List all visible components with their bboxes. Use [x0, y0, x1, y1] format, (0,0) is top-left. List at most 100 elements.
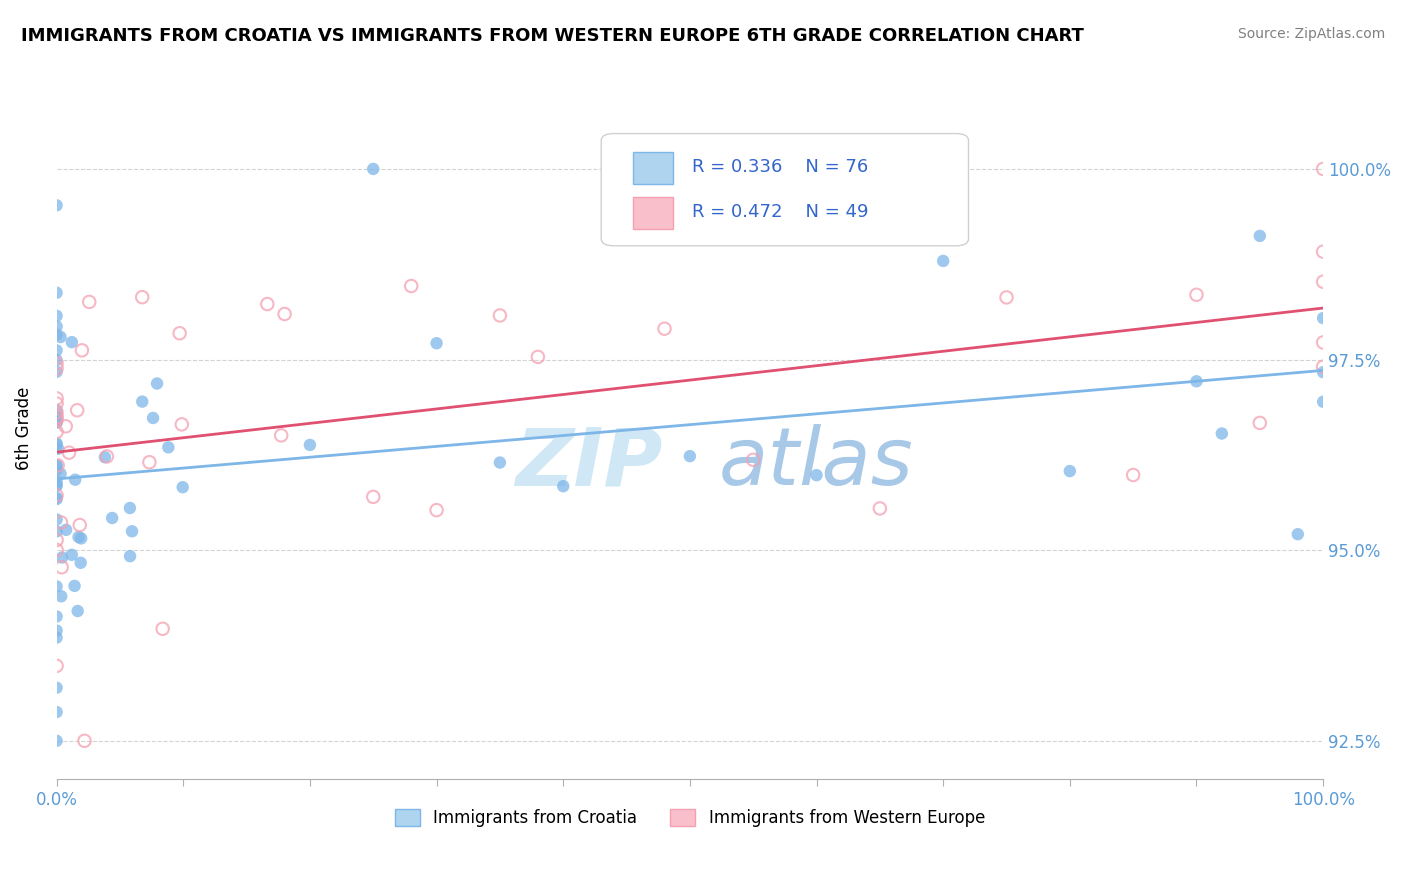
- Point: [426, 336, 449, 351]
- Point: [63, 473, 86, 487]
- Point: [49, 516, 72, 530]
- Point: [94, 450, 117, 465]
- Point: [96, 450, 118, 464]
- Point: [45, 491, 67, 505]
- Point: [131, 394, 153, 409]
- Point: [45, 309, 67, 323]
- Point: [118, 549, 141, 563]
- Point: [70, 532, 93, 546]
- Point: [45, 416, 67, 430]
- Point: [152, 622, 174, 636]
- Point: [45, 425, 67, 439]
- Point: [46, 458, 69, 473]
- Point: [45, 319, 67, 334]
- Point: [45, 198, 67, 212]
- Point: [118, 501, 141, 516]
- Point: [45, 438, 67, 452]
- Point: [399, 279, 422, 293]
- Point: [45, 681, 67, 695]
- Text: R = 0.336    N = 76: R = 0.336 N = 76: [692, 158, 869, 176]
- Point: [45, 285, 67, 300]
- Point: [45, 365, 67, 379]
- Point: [60, 335, 83, 350]
- Point: [69, 556, 91, 570]
- Point: [49, 330, 72, 344]
- Point: [45, 524, 67, 539]
- Point: [46, 409, 69, 424]
- Point: [45, 415, 67, 429]
- Point: [45, 356, 67, 370]
- Point: [1211, 426, 1233, 441]
- Point: [256, 297, 278, 311]
- Point: [361, 161, 384, 176]
- Point: [45, 353, 67, 368]
- Point: [1286, 527, 1309, 541]
- Point: [1185, 287, 1208, 301]
- Y-axis label: 6th Grade: 6th Grade: [15, 386, 32, 470]
- Point: [169, 326, 191, 341]
- Point: [1312, 359, 1334, 374]
- Point: [45, 533, 67, 547]
- Point: [616, 191, 638, 205]
- Point: [58, 445, 80, 459]
- Point: [45, 475, 67, 489]
- Point: [142, 411, 165, 425]
- Text: R = 0.472    N = 49: R = 0.472 N = 49: [692, 203, 869, 221]
- Point: [426, 503, 449, 517]
- Point: [45, 477, 67, 491]
- Point: [45, 413, 67, 427]
- Point: [51, 560, 73, 574]
- Point: [45, 658, 67, 673]
- Point: [60, 548, 83, 562]
- Point: [172, 480, 194, 494]
- Text: Source: ZipAtlas.com: Source: ZipAtlas.com: [1237, 27, 1385, 41]
- Point: [45, 458, 67, 473]
- Point: [806, 468, 828, 483]
- Point: [1312, 335, 1334, 350]
- Point: [273, 307, 295, 321]
- Point: [932, 254, 955, 268]
- Point: [45, 705, 67, 719]
- Legend: Immigrants from Croatia, Immigrants from Western Europe: Immigrants from Croatia, Immigrants from…: [388, 802, 991, 834]
- Point: [1249, 228, 1271, 243]
- Point: [1312, 244, 1334, 259]
- Point: [1312, 275, 1334, 289]
- Point: [66, 604, 89, 618]
- Point: [1312, 365, 1334, 379]
- Point: [489, 309, 512, 323]
- Point: [679, 449, 702, 463]
- Point: [1312, 311, 1334, 326]
- Point: [101, 511, 124, 525]
- Point: [45, 488, 67, 502]
- Point: [45, 405, 67, 419]
- Point: [69, 518, 91, 533]
- Point: [45, 579, 67, 593]
- Point: [45, 512, 67, 526]
- Point: [1312, 394, 1334, 409]
- Point: [1059, 464, 1081, 478]
- Point: [45, 392, 67, 406]
- Point: [131, 290, 153, 304]
- Point: [45, 403, 67, 417]
- Point: [489, 456, 512, 470]
- Point: [45, 343, 67, 358]
- Point: [1122, 468, 1144, 483]
- Point: [45, 631, 67, 645]
- Point: [51, 550, 73, 565]
- Point: [45, 542, 67, 557]
- Point: [45, 409, 67, 424]
- Point: [67, 530, 90, 544]
- Point: [45, 436, 67, 450]
- Point: [654, 322, 676, 336]
- Point: [73, 733, 96, 747]
- Point: [298, 438, 321, 452]
- Point: [51, 589, 73, 603]
- Text: ZIP: ZIP: [515, 425, 662, 502]
- Text: atlas: atlas: [718, 425, 914, 502]
- Point: [121, 524, 143, 539]
- Point: [55, 419, 77, 434]
- Point: [70, 343, 93, 358]
- Point: [45, 361, 67, 376]
- Point: [1249, 416, 1271, 430]
- Point: [869, 501, 891, 516]
